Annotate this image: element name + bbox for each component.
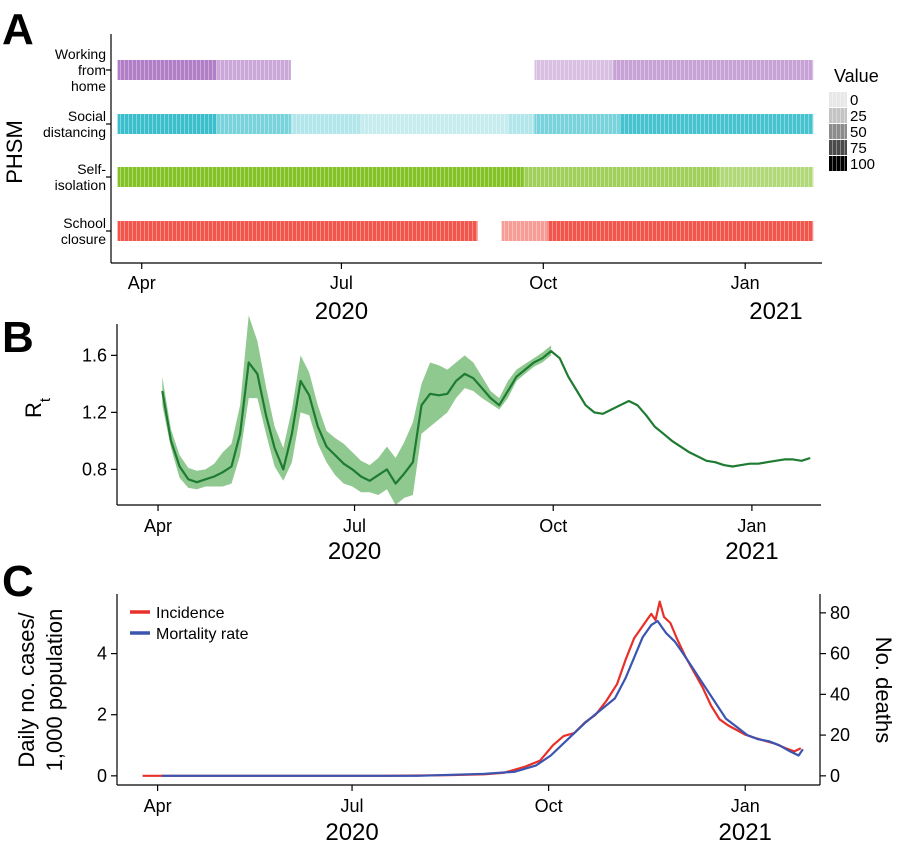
legend-label: 25	[850, 108, 867, 125]
legend-label: 50	[850, 124, 867, 141]
panel-c-left-axis-title: Daily no. cases/1,000 population	[14, 609, 67, 772]
phsm-segment-texture	[290, 114, 362, 134]
panel-c-legend: Incidence Mortality rate	[130, 605, 249, 643]
phsm-segment-texture	[508, 114, 535, 134]
y-axis-title-r: R	[21, 402, 46, 418]
phsm-segment-texture	[718, 167, 814, 187]
year-label: 2021	[725, 538, 778, 565]
series-line	[161, 619, 804, 777]
phsm-row-label: Self-	[77, 161, 106, 177]
left-y-tick-label: 0	[97, 766, 107, 786]
rt-line	[161, 350, 811, 485]
x-tick-label: Jul	[330, 273, 353, 293]
phsm-segment-texture	[117, 114, 217, 134]
phsm-row-label: isolation	[55, 177, 106, 193]
right-y-tick-label: 80	[830, 603, 850, 623]
legend-swatch-texture	[829, 92, 847, 107]
phsm-segment-texture	[117, 221, 478, 241]
panel-letter-c: C	[2, 557, 34, 606]
legend-swatch-texture	[829, 140, 847, 155]
phsm-segment-texture	[534, 114, 621, 134]
phsm-row-label: from	[78, 62, 106, 78]
phsm-segment-texture	[216, 114, 291, 134]
x-tick-label: Jul	[343, 516, 366, 536]
right-y-tick-label: 20	[830, 725, 850, 745]
year-label: 2020	[325, 819, 378, 846]
y-tick-label: 1.6	[82, 345, 107, 365]
phsm-segment-texture	[117, 60, 217, 80]
phsm-row-label: distancing	[43, 124, 106, 140]
phsm-segment-texture	[216, 60, 291, 80]
panel-b-plot-area	[161, 315, 811, 505]
phsm-segment-texture	[501, 221, 548, 241]
x-tick-label: Jan	[731, 273, 760, 293]
legend-swatch-texture	[829, 124, 847, 139]
y-tick-label: 1.2	[82, 402, 107, 422]
phsm-row-label: home	[71, 78, 106, 94]
y-axis-title-subscript: t	[37, 397, 54, 402]
rt-confidence-band	[162, 315, 552, 505]
phsm-segment-texture	[613, 60, 814, 80]
panel-a-x-axis: Apr Jul Oct Jan 2020 2021	[106, 34, 822, 325]
x-tick-label: Oct	[539, 516, 567, 536]
x-tick-label: Oct	[535, 796, 563, 816]
phsm-row-label: School	[63, 215, 106, 231]
x-tick-label: Oct	[529, 273, 557, 293]
panel-letter-b: B	[2, 313, 34, 362]
left-y-tick-label: 2	[97, 705, 107, 725]
y-tick-label: 0.8	[82, 459, 107, 479]
left-axis-title-line: Daily no. cases/	[14, 611, 39, 767]
phsm-segment-texture	[361, 114, 509, 134]
phsm-segment-texture	[117, 167, 524, 187]
left-y-tick-label: 4	[97, 644, 107, 664]
panel-letter-a: A	[2, 5, 34, 54]
legend-swatch-texture	[829, 156, 847, 171]
year-label: 2021	[749, 298, 802, 325]
right-y-tick-label: 0	[830, 766, 840, 786]
phsm-row-label: Social	[68, 108, 106, 124]
legend-label: 0	[850, 92, 858, 109]
phsm-segment-texture	[534, 60, 614, 80]
right-y-tick-label: 60	[830, 644, 850, 664]
phsm-row-label: closure	[61, 231, 106, 247]
panel-b-axes: 0.8 1.2 1.6 Apr Jul Oct Jan 2020 2021	[82, 324, 821, 565]
year-label: 2020	[328, 538, 381, 565]
legend-label: 100	[850, 156, 875, 173]
legend-title: Value	[834, 66, 879, 86]
x-tick-label: Apr	[144, 516, 172, 536]
phsm-segment-texture	[547, 221, 814, 241]
panel-c-plot-area	[142, 600, 804, 777]
legend-label: Mortality rate	[156, 626, 249, 643]
x-tick-label: Apr	[128, 273, 156, 293]
x-tick-label: Jan	[737, 516, 766, 536]
phsm-segment-texture	[620, 114, 814, 134]
panel-b-rt-chart: 0.8 1.2 1.6 Apr Jul Oct Jan 2020 2021 Rt	[21, 315, 821, 565]
legend-swatch-texture	[829, 108, 847, 123]
phsm-row: Self-isolation	[55, 161, 814, 193]
year-label: 2021	[719, 819, 772, 846]
left-axis-title-line: 1,000 population	[42, 609, 67, 772]
x-tick-label: Jan	[731, 796, 760, 816]
right-y-tick-label: 40	[830, 684, 850, 704]
panel-b-y-axis-title: Rt	[21, 397, 54, 418]
panel-c-right-axis-title: No. deaths	[871, 637, 896, 743]
year-label: 2020	[315, 298, 368, 325]
panel-a-y-axis-title: PHSM	[2, 120, 27, 184]
x-tick-label: Apr	[144, 796, 172, 816]
phsm-segment-texture	[523, 167, 719, 187]
legend-label: Incidence	[156, 605, 225, 622]
phsm-row-label: Working	[55, 46, 106, 62]
x-tick-label: Jul	[341, 796, 364, 816]
legend-label: 75	[850, 140, 867, 157]
